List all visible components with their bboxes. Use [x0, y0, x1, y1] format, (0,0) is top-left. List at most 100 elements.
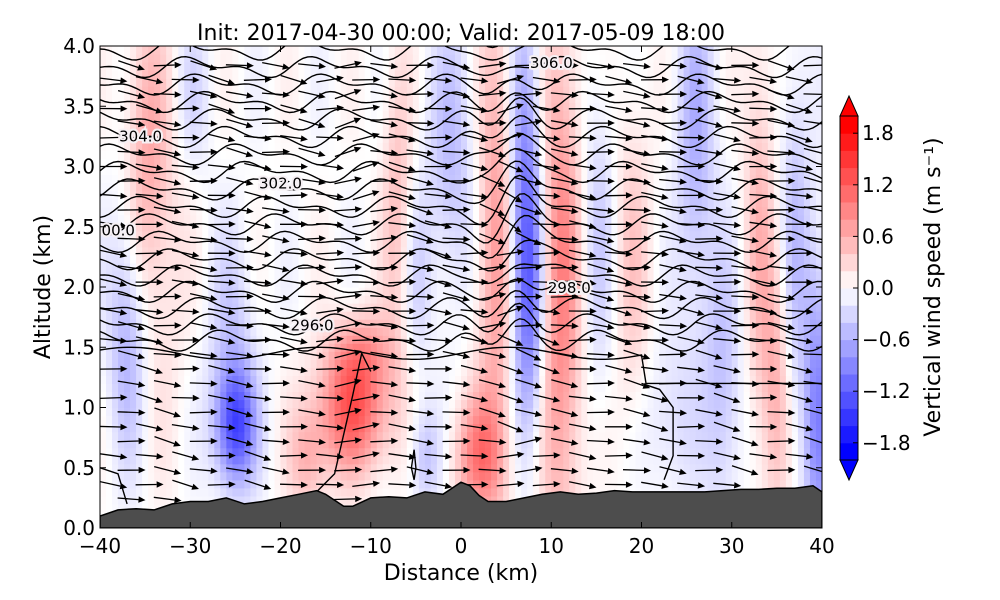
velocity-cell [394, 230, 402, 240]
velocity-cell [148, 495, 155, 505]
velocity-cell [467, 463, 474, 473]
velocity-cell [436, 287, 444, 296]
velocity-cell [352, 70, 360, 79]
velocity-cell [376, 471, 384, 481]
velocity-cell [479, 303, 486, 312]
velocity-cell [569, 391, 576, 401]
velocity-cell [232, 246, 239, 256]
velocity-cell [112, 359, 119, 368]
velocity-cell [418, 46, 426, 55]
velocity-cell [274, 391, 282, 401]
velocity-cell [184, 447, 191, 457]
velocity-cell [142, 503, 149, 513]
velocity-cell [430, 222, 438, 232]
velocity-cell [442, 126, 450, 135]
velocity-cell [100, 54, 107, 63]
velocity-cell [364, 487, 372, 497]
velocity-cell [340, 118, 348, 127]
velocity-cell [310, 174, 318, 184]
velocity-cell [479, 262, 486, 272]
velocity-cell [268, 367, 276, 376]
velocity-cell [136, 238, 143, 248]
velocity-cell [220, 78, 227, 87]
velocity-cell [238, 295, 245, 304]
velocity-cell [436, 150, 444, 160]
velocity-cell [232, 190, 239, 200]
velocity-cell [292, 174, 300, 184]
velocity-cell [130, 415, 137, 425]
velocity-cell [268, 415, 276, 425]
velocity-cell [400, 423, 408, 433]
velocity-cell [142, 407, 149, 417]
velocity-cell [551, 303, 558, 312]
velocity-cell [274, 134, 282, 143]
velocity-cell [124, 375, 131, 384]
velocity-cell [238, 383, 245, 393]
velocity-cell [178, 102, 185, 111]
velocity-cell [196, 270, 203, 280]
velocity-cell [461, 471, 468, 481]
velocity-cell [298, 198, 306, 208]
velocity-cell [172, 303, 179, 312]
velocity-cell [220, 230, 227, 240]
velocity-cell [352, 423, 360, 433]
velocity-cell [364, 62, 372, 71]
velocity-cell [106, 142, 113, 152]
velocity-cell [436, 230, 444, 240]
velocity-cell [238, 359, 245, 368]
velocity-cell [587, 359, 594, 368]
velocity-cell [142, 319, 149, 328]
velocity-cell [100, 367, 107, 376]
velocity-cell [184, 150, 191, 160]
velocity-cell [298, 447, 306, 457]
velocity-cell [226, 262, 233, 272]
velocity-cell [563, 78, 570, 87]
velocity-cell [232, 134, 239, 143]
velocity-cell [178, 391, 185, 401]
velocity-cell [100, 447, 107, 457]
velocity-cell [539, 54, 546, 63]
velocity-cell [130, 78, 137, 87]
velocity-cell [208, 158, 215, 168]
velocity-cell [160, 238, 167, 248]
velocity-cell [497, 415, 504, 425]
velocity-cell [154, 270, 161, 280]
velocity-cell [250, 407, 258, 417]
velocity-cell [527, 110, 534, 119]
velocity-cell [100, 295, 107, 304]
velocity-cell [334, 463, 342, 473]
velocity-cell [388, 46, 396, 55]
velocity-cell [178, 311, 185, 320]
velocity-cell [473, 319, 480, 328]
velocity-cell [364, 415, 372, 425]
velocity-cell [485, 375, 492, 384]
velocity-cell [340, 367, 348, 376]
velocity-cell [322, 102, 330, 111]
velocity-cell [461, 126, 468, 135]
velocity-cell [220, 431, 227, 441]
velocity-cell [533, 254, 540, 264]
velocity-cell [304, 351, 312, 360]
velocity-cell [418, 303, 426, 312]
velocity-cell [370, 78, 378, 87]
velocity-cell [130, 447, 137, 457]
velocity-cell [448, 214, 456, 224]
velocity-cell [316, 359, 324, 368]
velocity-cell [454, 142, 462, 152]
velocity-cell [334, 367, 342, 376]
velocity-cell [268, 166, 276, 176]
velocity-cell [250, 447, 258, 457]
velocity-cell [316, 214, 324, 224]
velocity-cell [220, 198, 227, 208]
velocity-cell [370, 439, 378, 449]
velocity-cell [406, 262, 414, 272]
velocity-cell [316, 431, 324, 441]
velocity-cell [358, 479, 366, 489]
velocity-cell [521, 70, 528, 79]
velocity-cell [515, 198, 522, 208]
velocity-cell [250, 270, 258, 280]
velocity-cell [352, 134, 360, 143]
velocity-cell [178, 295, 185, 304]
velocity-cell [160, 222, 167, 232]
velocity-cell [202, 447, 209, 457]
